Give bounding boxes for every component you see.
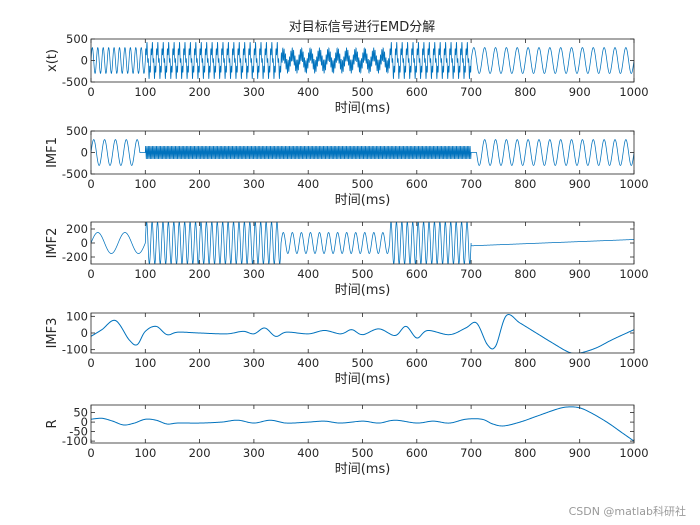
y-tick-label: 100 [66,309,88,323]
x-tick-label: 0 [87,177,94,191]
x-tick-label: 800 [514,446,536,460]
x-axis-label: 时间(ms) [335,462,391,477]
x-tick-label: 1000 [619,356,648,370]
x-tick-label: 200 [189,356,211,370]
x-tick-label: 800 [514,177,536,191]
x-tick-label: 400 [297,446,319,460]
y-tick-label: -500 [62,75,88,89]
series-line-3 [91,222,634,264]
y-axis-label: IMF2 [45,228,60,259]
x-tick-label: 200 [189,267,211,281]
x-tick-label: 0 [87,267,94,281]
x-tick-label: 100 [134,267,156,281]
panel-3: 0 100 200 300 400 500 600 700 800 900 1000-2000200… [45,221,649,298]
x-tick-label: 500 [352,356,374,370]
x-tick-label: 1000 [619,267,648,281]
x-tick-label: 300 [243,267,265,281]
series-line-2 [91,139,634,166]
x-axis-label: 时间(ms) [335,283,391,298]
x-tick-label: 700 [460,446,482,460]
x-tick-label: 700 [460,177,482,191]
x-tick-label: 0 [87,446,94,460]
y-axis-label: R [45,419,60,428]
x-tick-label: 100 [134,446,156,460]
panel-1: 0 100 200 300 400 500 600 700 800 900 1000-5000500… [45,32,649,116]
y-axis-label: x(t) [45,49,60,72]
x-tick-label: 200 [189,177,211,191]
x-tick-label: 500 [352,446,374,460]
x-tick-label: 900 [569,446,591,460]
x-tick-label: 100 [134,85,156,99]
x-tick-label: 600 [406,177,428,191]
x-tick-label: 600 [406,267,428,281]
x-tick-label: 900 [569,177,591,191]
y-tick-label: 0 [81,236,88,250]
x-tick-label: 700 [460,85,482,99]
y-tick-label: -200 [62,250,88,264]
x-axis-label: 时间(ms) [335,101,391,116]
x-tick-label: 600 [406,85,428,99]
x-tick-label: 500 [352,267,374,281]
y-tick-label: -100 [62,343,88,357]
x-tick-label: 900 [569,85,591,99]
x-tick-label: 200 [189,85,211,99]
x-tick-label: 500 [352,177,374,191]
x-tick-label: 500 [352,85,374,99]
y-tick-label: 0 [81,415,88,429]
x-tick-label: 800 [514,356,536,370]
y-tick-label: -100 [62,434,88,448]
x-axis-label: 时间(ms) [335,372,391,387]
x-tick-label: 800 [514,85,536,99]
x-tick-label: 900 [569,267,591,281]
y-tick-label: 0 [81,146,88,160]
x-tick-label: 400 [297,267,319,281]
x-tick-label: 400 [297,356,319,370]
x-tick-label: 600 [406,446,428,460]
x-tick-label: 1000 [619,85,648,99]
x-tick-label: 400 [297,177,319,191]
x-tick-label: 0 [87,85,94,99]
x-tick-label: 100 [134,356,156,370]
x-tick-label: 600 [406,356,428,370]
x-tick-label: 700 [460,356,482,370]
y-tick-label: 200 [66,222,88,236]
y-tick-label: 500 [66,124,88,138]
x-tick-label: 100 [134,177,156,191]
y-tick-label: -50 [69,425,88,439]
y-axis-label: IMF1 [45,137,60,168]
watermark: CSDN @matlab科研社 [568,505,686,518]
series-line-5 [91,406,634,442]
x-axis-label: 时间(ms) [335,193,391,208]
axes-box-4 [90,312,635,354]
x-tick-label: 200 [189,446,211,460]
panel-5: 0 100 200 300 400 500 600 700 800 900 1000-100-500… [45,404,649,477]
y-tick-label: 50 [73,406,88,420]
y-tick-label: -500 [62,167,88,181]
x-tick-label: 300 [243,177,265,191]
series-line-1 [91,42,634,79]
y-axis-label: IMF3 [45,318,60,349]
x-tick-label: 1000 [619,446,648,460]
x-tick-label: 300 [243,356,265,370]
x-tick-label: 300 [243,85,265,99]
x-tick-label: 300 [243,446,265,460]
panel-2: 0 100 200 300 400 500 600 700 800 900 1000-5000500… [45,124,649,208]
y-tick-label: 0 [81,54,88,68]
x-tick-label: 400 [297,85,319,99]
panel-4: 0 100 200 300 400 500 600 700 800 900 1000-1000100… [45,309,649,387]
chart-title: 对目标信号进行EMD分解 [289,20,435,35]
x-tick-label: 800 [514,267,536,281]
x-tick-label: 900 [569,356,591,370]
x-tick-label: 0 [87,356,94,370]
x-tick-label: 1000 [619,177,648,191]
y-tick-label: 0 [81,326,88,340]
panels: 0 100 200 300 400 500 600 700 800 900 1000-5000500… [45,32,649,477]
x-tick-label: 700 [460,267,482,281]
y-tick-label: 500 [66,32,88,46]
series-line-4 [91,314,634,353]
